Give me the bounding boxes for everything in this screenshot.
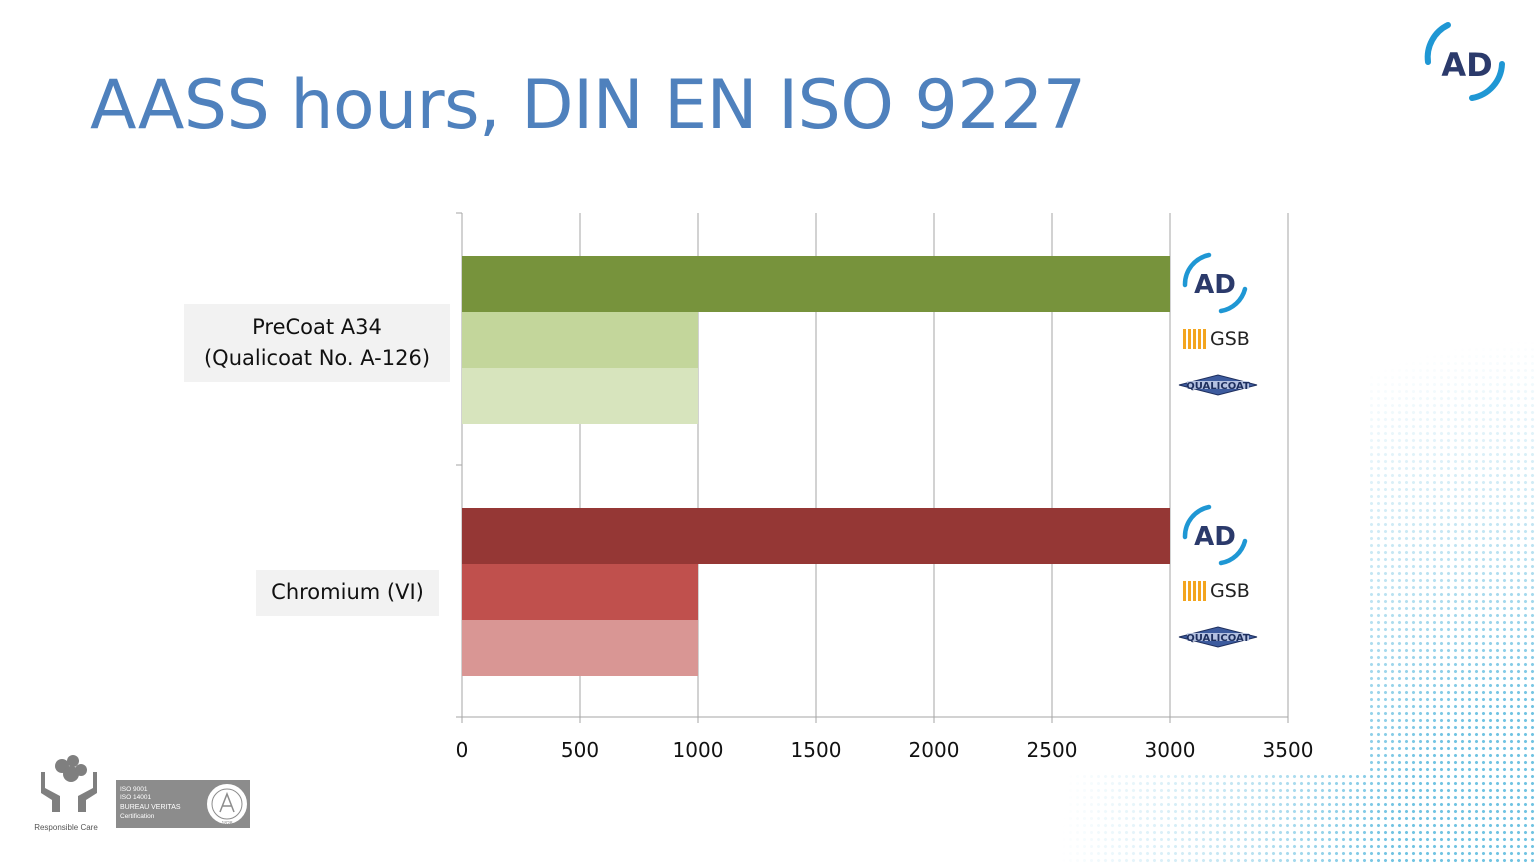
category-label-chromium: Chromium (VI) xyxy=(256,570,439,616)
x-tick-label: 1000 xyxy=(673,738,724,762)
ad-logo-text: AD xyxy=(1194,522,1236,552)
gsb-logo-stripe xyxy=(1188,581,1191,601)
x-tick-label: 3500 xyxy=(1263,738,1314,762)
bv-line-1: ISO 9001 xyxy=(120,786,148,793)
ad-logo-arc xyxy=(1182,252,1212,288)
bv-line-2: ISO 14001 xyxy=(120,794,151,801)
gsb-logo-stripe xyxy=(1188,329,1191,349)
x-tick-label: 2500 xyxy=(1027,738,1078,762)
slide-title: AASS hours, DIN EN ISO 9227 xyxy=(90,66,1086,145)
x-tick-label: 0 xyxy=(456,738,469,762)
chart-plot: 0 500 1000 1500 2000 2500 3000 3500 AD GSB QUALICO… xyxy=(456,212,1314,762)
ad-logo-text: AD xyxy=(1194,270,1236,300)
bv-line-3: BUREAU VERITAS xyxy=(120,804,181,811)
x-tick-label: 3000 xyxy=(1145,738,1196,762)
qualicoat-logo-text: QUALICOAT xyxy=(1186,381,1250,392)
gsb-logo-stripe xyxy=(1203,581,1206,601)
ad-logo-arc xyxy=(1182,504,1212,540)
gsb-logo-text: GSB xyxy=(1210,580,1250,602)
qualicoat-logo-band xyxy=(1187,633,1249,641)
bv-line-4: Certification xyxy=(120,813,155,820)
bar-ad xyxy=(462,508,1170,564)
bar-ad xyxy=(462,256,1170,312)
ad-logo-arc xyxy=(1218,286,1248,314)
bar-chart: 0 500 1000 1500 2000 2500 3000 3500 AD GSB QUALICO… xyxy=(180,195,1370,775)
responsible-care-text: Responsible Care xyxy=(34,823,98,832)
bar-qualicoat xyxy=(462,368,698,424)
gsb-logo-stripe xyxy=(1193,329,1196,349)
category-label-precoat: PreCoat A34 (Qualicoat No. A-126) xyxy=(184,304,450,382)
ad-brand-logo: AD xyxy=(1424,22,1505,101)
ad-brand-text: AD xyxy=(1441,46,1492,84)
x-tick-label: 1500 xyxy=(791,738,842,762)
gsb-logo-stripe xyxy=(1183,581,1186,601)
bar-qualicoat xyxy=(462,620,698,676)
responsible-care-logo: Responsible Care xyxy=(34,755,98,832)
bv-seal-year: 1828 xyxy=(221,821,232,827)
ad-logo-arc xyxy=(1218,538,1248,566)
x-tick-label: 500 xyxy=(561,738,599,762)
gsb-logo-stripe xyxy=(1198,329,1201,349)
bar-gsb xyxy=(462,312,698,368)
gsb-logo-stripe xyxy=(1203,329,1206,349)
qualicoat-logo-text: QUALICOAT xyxy=(1186,633,1250,644)
bar-gsb xyxy=(462,564,698,620)
gsb-logo-stripe xyxy=(1198,581,1201,601)
gsb-logo-stripe xyxy=(1183,329,1186,349)
bureau-veritas-certification-logo: ISO 9001 ISO 14001 BUREAU VERITAS Certif… xyxy=(116,780,250,828)
gsb-logo-stripe xyxy=(1193,581,1196,601)
gsb-logo-text: GSB xyxy=(1210,328,1250,350)
qualicoat-logo-band xyxy=(1187,381,1249,389)
x-tick-label: 2000 xyxy=(909,738,960,762)
